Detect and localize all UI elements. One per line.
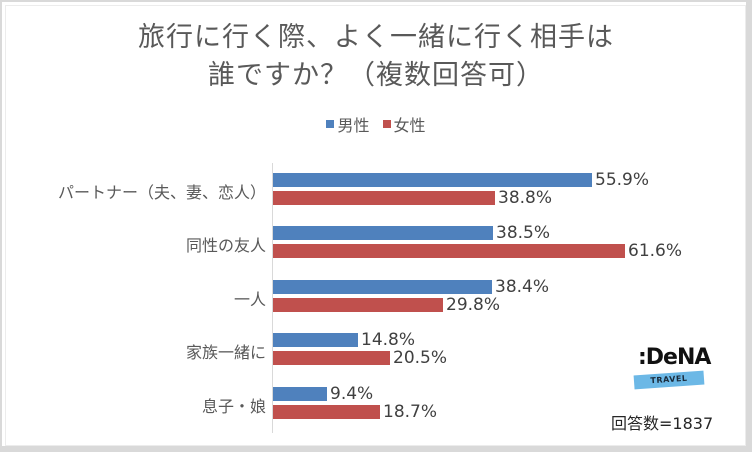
value-label-male: 9.4% (330, 384, 374, 404)
chart-inner-frame (5, 5, 746, 446)
value-label-female: 29.8% (446, 295, 501, 315)
bar-male (273, 226, 493, 240)
category-label: 同性の友人 (185, 236, 266, 255)
legend-swatch-male (326, 120, 335, 128)
legend-swatch-female (382, 120, 391, 128)
bar-female (273, 298, 443, 312)
legend-item-male: 男性 (326, 112, 369, 136)
value-label-female: 18.7% (383, 402, 438, 422)
category-label: パートナー（夫、妻、恋人） (57, 183, 266, 202)
value-label-male: 38.5% (496, 223, 551, 243)
bar-male (273, 333, 358, 347)
bar-male (273, 173, 592, 187)
value-label-female: 20.5% (393, 348, 448, 368)
category-label: 一人 (233, 290, 266, 309)
value-label-female: 38.8% (498, 188, 553, 208)
chart-title-line-2: 誰ですか？（複数回答可） (208, 60, 544, 91)
legend-label-male: 男性 (337, 116, 370, 135)
value-label-male: 55.9% (595, 170, 650, 190)
bar-female (273, 191, 495, 205)
chart-legend: 男性 女性 (0, 112, 752, 136)
value-label-male: 14.8% (361, 330, 416, 350)
category-label: 家族一緒に (185, 343, 266, 362)
bar-male (273, 280, 492, 294)
dena-travel-logo: :DeNA TRAVEL (632, 345, 714, 393)
category-label: 息子・娘 (201, 397, 266, 416)
bar-female (273, 351, 390, 365)
logo-band: TRAVEL (633, 370, 705, 390)
bar-female (273, 244, 625, 258)
bar-male (273, 387, 327, 401)
legend-label-female: 女性 (393, 116, 426, 135)
legend-item-female: 女性 (382, 112, 426, 136)
value-label-female: 61.6% (628, 241, 683, 261)
chart-title-line-1: 旅行に行く際、よく一緒に行く相手は (138, 22, 614, 53)
bar-female (273, 405, 380, 419)
value-label-male: 38.4% (495, 277, 550, 297)
respondent-count: 回答数=1837 (611, 414, 714, 433)
category-axis-line (272, 163, 273, 433)
logo-text: :DeNA (638, 345, 711, 370)
